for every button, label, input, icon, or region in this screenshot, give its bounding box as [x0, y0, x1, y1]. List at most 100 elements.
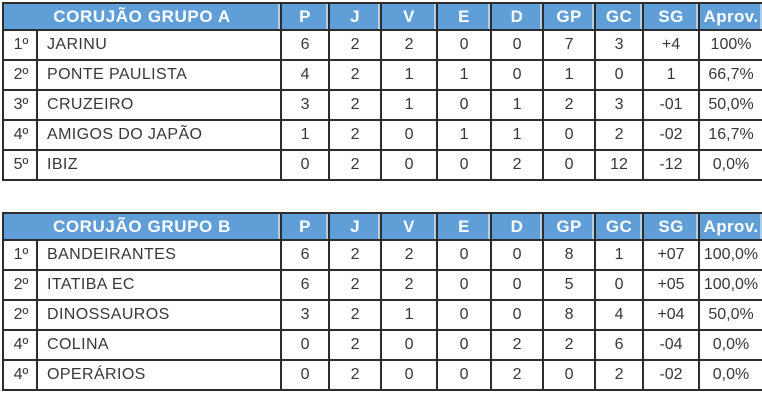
table-row: 4º OPERÁRIOS 0 2 0 0 2 0 2 -02 0,0%: [2, 359, 762, 391]
games-cell: 2: [328, 29, 383, 61]
approval-cell: 100,0%: [698, 269, 762, 301]
position-cell: 1º: [2, 29, 38, 61]
points-cell: 3: [280, 89, 331, 121]
approval-cell: 0,0%: [698, 329, 762, 361]
draws-cell: 0: [436, 269, 493, 301]
losses-cell: 0: [490, 299, 545, 331]
approval-cell: 0,0%: [698, 359, 762, 391]
goal-diff-cell: -12: [642, 149, 701, 181]
goals-against-cell: 4: [594, 299, 645, 331]
goals-for-cell: 7: [542, 29, 597, 61]
table-title: CORUJÃO GRUPO B: [1, 212, 283, 241]
goals-for-cell: 8: [542, 239, 597, 271]
losses-cell: 0: [490, 239, 545, 271]
team-name-cell: AMIGOS DO JAPÃO: [35, 119, 283, 151]
team-name-cell: ITATIBA EC: [35, 269, 283, 301]
wins-cell: 1: [380, 89, 439, 121]
losses-cell: 0: [490, 269, 545, 301]
draws-cell: 0: [436, 299, 493, 331]
games-cell: 2: [328, 329, 383, 361]
games-cell: 2: [328, 89, 383, 121]
goals-for-cell: 0: [542, 359, 597, 391]
games-cell: 2: [328, 239, 383, 271]
goals-for-cell: 5: [542, 269, 597, 301]
games-cell: 2: [328, 269, 383, 301]
draws-cell: 1: [436, 119, 493, 151]
col-header-wins: V: [380, 2, 439, 31]
col-header-losses: D: [490, 2, 545, 31]
draws-cell: 0: [436, 89, 493, 121]
col-header-points: P: [280, 212, 331, 241]
page: CORUJÃO GRUPO A P J V E D GP GC SG Aprov…: [1, 2, 762, 391]
col-header-goal-diff: SG: [642, 212, 701, 241]
wins-cell: 1: [380, 299, 439, 331]
goals-against-cell: 6: [594, 329, 645, 361]
goals-for-cell: 0: [542, 149, 597, 181]
wins-cell: 0: [380, 359, 439, 391]
table-row: 1º JARINU 6 2 2 0 0 7 3 +4 100%: [2, 29, 762, 61]
goal-diff-cell: -02: [642, 119, 701, 151]
draws-cell: 1: [436, 59, 493, 91]
games-cell: 2: [328, 299, 383, 331]
wins-cell: 2: [380, 269, 439, 301]
table-row: 2º ITATIBA EC 6 2 2 0 0 5 0 +05 100,0%: [2, 269, 762, 301]
goals-against-cell: 0: [594, 269, 645, 301]
table-row: 2º DINOSSAUROS 3 2 1 0 0 8 4 +04 50,0%: [2, 299, 762, 331]
col-header-draws: E: [436, 212, 493, 241]
group-b-standings-table: CORUJÃO GRUPO B P J V E D GP GC SG Aprov…: [1, 212, 762, 391]
team-name-cell: CRUZEIRO: [35, 89, 283, 121]
col-header-points: P: [280, 2, 331, 31]
losses-cell: 2: [490, 149, 545, 181]
goal-diff-cell: +4: [642, 29, 701, 61]
team-name-cell: COLINA: [35, 329, 283, 361]
goals-against-cell: 3: [594, 89, 645, 121]
points-cell: 1: [280, 119, 331, 151]
table-row: 5º IBIZ 0 2 0 0 2 0 12 -12 0,0%: [2, 149, 762, 181]
points-cell: 0: [280, 329, 331, 361]
table-row: 3º CRUZEIRO 3 2 1 0 1 2 3 -01 50,0%: [2, 89, 762, 121]
table-row: 2º PONTE PAULISTA 4 2 1 1 0 1 0 1 66,7%: [2, 59, 762, 91]
goal-diff-cell: -02: [642, 359, 701, 391]
goals-against-cell: 2: [594, 359, 645, 391]
position-cell: 2º: [2, 269, 38, 301]
col-header-games: J: [328, 2, 383, 31]
goals-for-cell: 0: [542, 119, 597, 151]
position-cell: 2º: [2, 299, 38, 331]
goals-against-cell: 3: [594, 29, 645, 61]
losses-cell: 1: [490, 119, 545, 151]
losses-cell: 1: [490, 89, 545, 121]
points-cell: 0: [280, 149, 331, 181]
points-cell: 6: [280, 269, 331, 301]
position-cell: 3º: [2, 89, 38, 121]
goal-diff-cell: 1: [642, 59, 701, 91]
points-cell: 0: [280, 359, 331, 391]
goal-diff-cell: +04: [642, 299, 701, 331]
goal-diff-cell: -01: [642, 89, 701, 121]
points-cell: 3: [280, 299, 331, 331]
goals-for-cell: 2: [542, 329, 597, 361]
goals-against-cell: 0: [594, 59, 645, 91]
header-row: CORUJÃO GRUPO B P J V E D GP GC SG Aprov…: [1, 212, 762, 241]
col-header-games: J: [328, 212, 383, 241]
col-header-goals-against: GC: [594, 2, 645, 31]
team-name-cell: BANDEIRANTES: [35, 239, 283, 271]
col-header-goals-for: GP: [542, 2, 597, 31]
losses-cell: 0: [490, 29, 545, 61]
games-cell: 2: [328, 359, 383, 391]
team-name-cell: JARINU: [35, 29, 283, 61]
wins-cell: 2: [380, 239, 439, 271]
position-cell: 5º: [2, 149, 38, 181]
team-name-cell: IBIZ: [35, 149, 283, 181]
wins-cell: 1: [380, 59, 439, 91]
games-cell: 2: [328, 149, 383, 181]
games-cell: 2: [328, 119, 383, 151]
position-cell: 4º: [2, 329, 38, 361]
draws-cell: 0: [436, 359, 493, 391]
wins-cell: 2: [380, 29, 439, 61]
team-name-cell: OPERÁRIOS: [35, 359, 283, 391]
col-header-wins: V: [380, 212, 439, 241]
draws-cell: 0: [436, 329, 493, 361]
goals-against-cell: 1: [594, 239, 645, 271]
goals-against-cell: 2: [594, 119, 645, 151]
wins-cell: 0: [380, 329, 439, 361]
